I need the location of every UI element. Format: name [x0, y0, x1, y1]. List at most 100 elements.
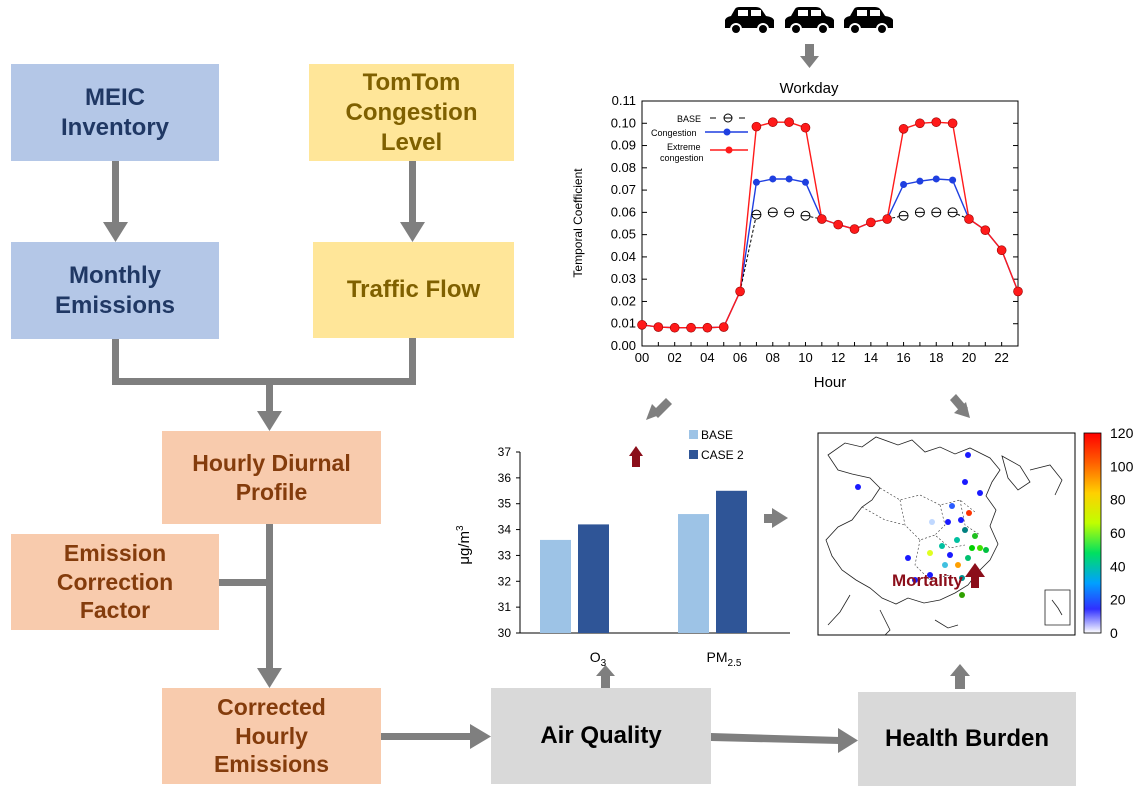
y-tick-label: 0.08: [611, 160, 636, 175]
extreme-point: [996, 245, 1007, 256]
map-station-dot: [969, 545, 975, 551]
map-station-dot: [962, 479, 968, 485]
extreme-point: [784, 117, 794, 127]
map-station-dot: [959, 575, 965, 581]
bar-base-0: [540, 539, 571, 633]
x-tick-label: 18: [929, 350, 943, 365]
traffic-flow-box: Traffic Flow: [313, 242, 514, 338]
car-icon: [844, 7, 893, 35]
health-burden-box: Health Burden: [858, 692, 1076, 786]
congestion-point: [769, 175, 777, 183]
extreme-point: [751, 121, 762, 132]
congestion-point: [801, 178, 809, 186]
congestion-point: [932, 175, 940, 183]
extreme-point: [669, 322, 680, 333]
map-station-dot: [855, 484, 861, 490]
colorbar-tick-label: 60: [1110, 525, 1126, 541]
x-tick-label: 12: [831, 350, 845, 365]
y-tick-label: 0.06: [611, 204, 636, 219]
y-tick-label: 0.01: [611, 316, 636, 331]
map-station-dot: [977, 545, 983, 551]
map-station-dot: [955, 562, 961, 568]
extreme-point: [735, 286, 745, 297]
tomtom-congestion-box: TomTom Congestion Level: [309, 64, 514, 161]
bar-legend-case2: CASE 2: [701, 448, 744, 462]
colorbar-tick-label: 20: [1110, 592, 1126, 608]
y-tick-label: 0.09: [611, 138, 636, 153]
line-chart-ylabel: Temporal Coefficient: [571, 168, 585, 278]
bar-y-tick-label: 36: [498, 471, 512, 485]
legend-label-extreme-2: congestion: [660, 153, 704, 163]
line-chart-legend: BASE Congestion Extreme congestion: [651, 113, 748, 163]
extreme-point: [931, 117, 942, 127]
colorbar: 120 100 80 60 40 20 0: [1083, 425, 1134, 641]
extreme-point: [718, 322, 729, 332]
y-tick-label: 0.05: [611, 227, 636, 242]
bar-case-2-1: [716, 490, 747, 633]
extreme-point: [637, 320, 647, 330]
congestion-point: [900, 181, 908, 189]
bar-y-tick-label: 34: [498, 523, 512, 537]
colorbar-tick-label: 120: [1110, 425, 1134, 441]
x-tick-label: 10: [798, 350, 812, 365]
extreme-point: [767, 117, 778, 127]
x-tick-label: 22: [994, 350, 1008, 365]
y-tick-label: 0.03: [611, 271, 636, 286]
extreme-point: [1013, 286, 1023, 297]
map-station-dot: [954, 537, 960, 543]
map-station-dot: [972, 533, 978, 539]
extreme-point: [800, 122, 811, 133]
bar-y-tick-label: 30: [498, 626, 512, 640]
map-frame: [817, 432, 1076, 636]
map-station-dot: [942, 562, 948, 568]
extreme-point: [702, 322, 713, 333]
map-station-dot: [959, 592, 965, 598]
colorbar-tick-label: 100: [1110, 458, 1134, 474]
bar-y-tick-label: 35: [498, 497, 512, 511]
y-tick-label: 0.00: [611, 338, 636, 353]
map-station-dot: [962, 527, 968, 533]
air-quality-box: Air Quality: [491, 688, 711, 784]
map-station-dot: [929, 519, 935, 525]
x-tick-label: 04: [700, 350, 714, 365]
map-station-dot: [905, 555, 911, 561]
extreme-point: [915, 118, 925, 129]
map-station-dot: [912, 577, 918, 583]
extreme-point: [686, 322, 696, 333]
congestion-point: [785, 175, 793, 183]
bar-y-tick-label: 33: [498, 548, 512, 562]
map-station-dot: [958, 517, 964, 523]
extreme-point: [882, 214, 893, 224]
map-station-dot: [966, 510, 972, 516]
colorbar-tick-label: 0: [1110, 625, 1118, 641]
mortality-arrow-icon: [965, 563, 985, 588]
bar-case-2-0: [578, 524, 609, 633]
colorbar-tick-label: 80: [1110, 492, 1126, 508]
series-line-base: [739, 214, 757, 292]
bar-category-o3: O3: [590, 649, 607, 669]
legend-label-congestion: Congestion: [651, 128, 697, 138]
meic-inventory-box: MEIC Inventory: [11, 64, 219, 161]
hourly-diurnal-profile-box: Hourly Diurnal Profile: [162, 431, 381, 524]
x-tick-label: 02: [667, 350, 681, 365]
y-tick-label: 0.11: [612, 93, 636, 108]
y-tick-label: 0.07: [611, 182, 636, 197]
map-station-dot: [927, 550, 933, 556]
bar-legend-base: BASE: [701, 428, 733, 442]
bar-y-tick-label: 32: [498, 574, 512, 588]
monthly-emissions-box: Monthly Emissions: [11, 242, 219, 339]
map-station-dot: [983, 547, 989, 553]
legend-label-base: BASE: [677, 114, 701, 124]
car-icon: [725, 7, 774, 35]
map-station-dot: [939, 543, 945, 549]
corrected-hourly-emissions-box: Corrected Hourly Emissions: [162, 688, 381, 784]
congestion-point: [752, 178, 760, 186]
x-tick-label: 06: [733, 350, 747, 365]
line-chart-xlabel: Hour: [814, 374, 847, 391]
extreme-point: [833, 219, 843, 230]
bar-chart-ylabel: μg/m3: [455, 525, 473, 565]
extreme-point: [964, 214, 974, 224]
extreme-point: [898, 124, 909, 134]
